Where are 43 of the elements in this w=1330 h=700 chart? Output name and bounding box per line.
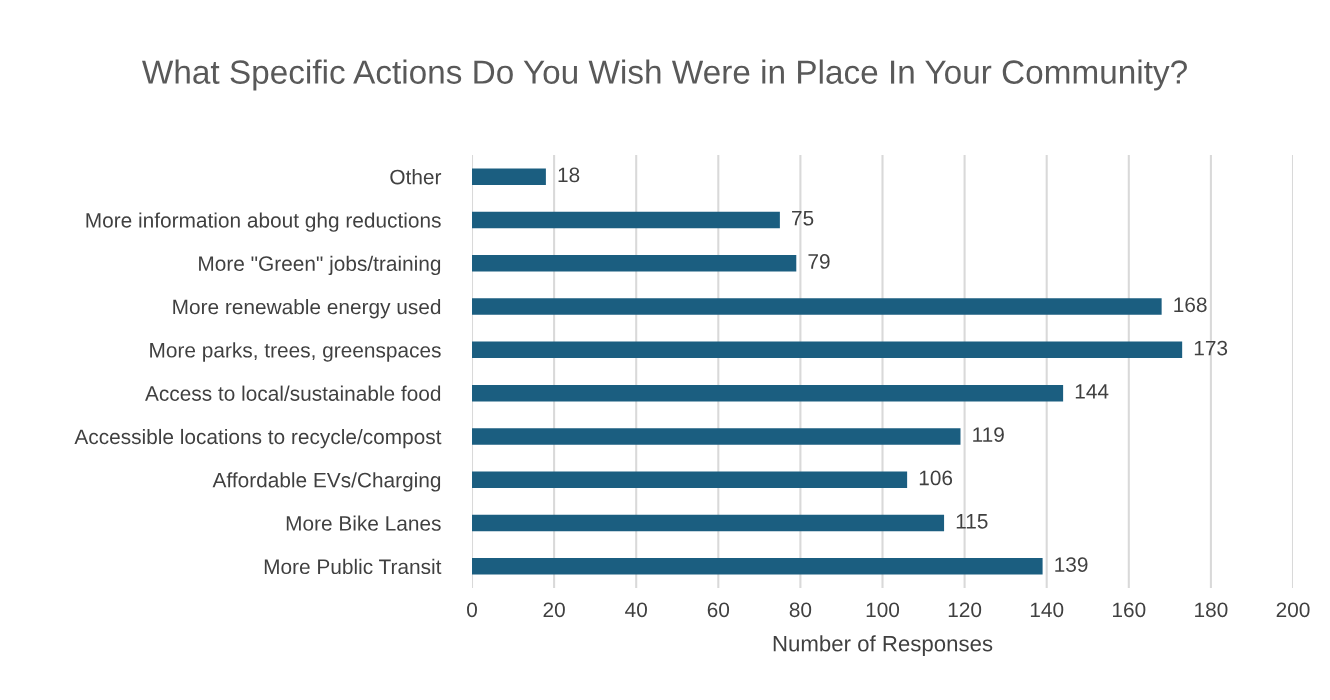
bar <box>472 298 1162 315</box>
bar <box>472 384 1064 402</box>
y-tick-label: Access to local/sustainable food <box>145 385 441 401</box>
data-label: 79 <box>808 254 830 269</box>
x-axis-title: Number of Responses <box>773 635 993 656</box>
y-tick-label: Accessible locations to recycle/compost <box>74 428 442 449</box>
data-label: 119 <box>973 427 1004 443</box>
x-tick-label: 200 <box>1276 602 1310 618</box>
data-label: 75 <box>792 211 814 226</box>
x-tick-label: 140 <box>1030 602 1064 618</box>
x-tick-label: 100 <box>866 602 900 618</box>
y-tick-label: Other <box>390 169 442 185</box>
data-label: 139 <box>1055 557 1088 572</box>
bar <box>472 168 546 185</box>
y-tick-label: More renewable energy used <box>173 299 441 319</box>
x-tick-label: 80 <box>789 602 812 618</box>
x-tick-label: 120 <box>948 602 982 618</box>
bar <box>472 255 797 272</box>
x-tick-label: 20 <box>543 602 565 618</box>
data-label: 115 <box>956 514 988 529</box>
data-label: 173 <box>1194 340 1228 356</box>
chart-title: What Specific Actions Do You Wish Were in Place In Your Community? <box>142 59 1187 91</box>
bar <box>472 341 1183 359</box>
bar <box>472 558 1043 575</box>
bar <box>472 514 945 532</box>
x-tick-label: 60 <box>707 602 730 618</box>
data-label: 106 <box>919 470 953 486</box>
y-tick-label: More "Green" jobs/training <box>199 255 441 276</box>
y-tick-label: More information about ghg reductions <box>86 212 441 232</box>
x-tick-label: 0 <box>467 602 477 618</box>
x-tick-label: 40 <box>625 602 647 618</box>
data-label: 18 <box>558 167 580 183</box>
y-tick-label: More Public Transit <box>264 558 442 575</box>
y-tick-label: Affordable EVs/Charging <box>212 472 441 492</box>
y-tick-label: More Bike Lanes <box>286 515 441 531</box>
bar <box>472 211 780 229</box>
y-tick-label: More parks, trees, greenspaces <box>150 342 441 362</box>
x-tick-label: 180 <box>1195 602 1228 618</box>
x-tick-label: 160 <box>1113 602 1146 618</box>
bar <box>472 428 961 445</box>
data-label: 144 <box>1075 384 1109 399</box>
data-label: 168 <box>1174 297 1207 313</box>
bar <box>472 471 908 488</box>
